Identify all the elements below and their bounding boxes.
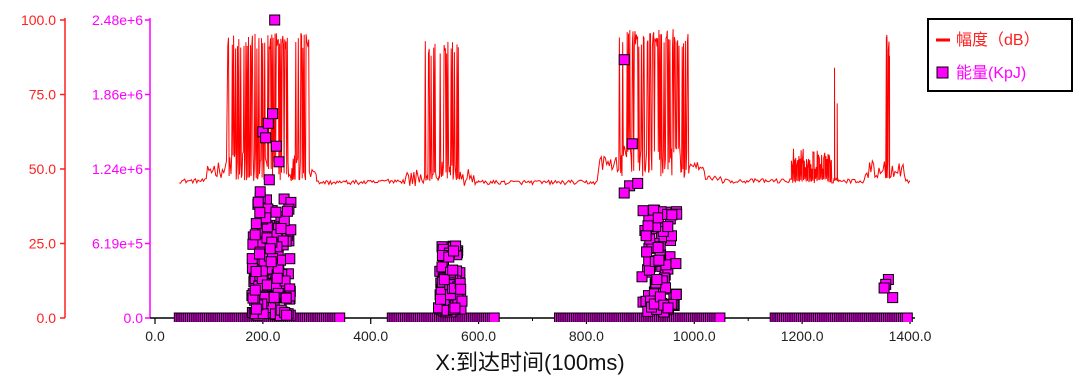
energy-point (249, 284, 261, 296)
energy-point (260, 132, 272, 144)
x-tick-label: 1200.0 (781, 328, 824, 344)
energy-point (250, 303, 262, 315)
energy-point (252, 196, 264, 208)
energy-point (640, 230, 652, 242)
energy-point (280, 292, 292, 304)
x-tick-label: 200.0 (245, 328, 280, 344)
energy-point (281, 205, 293, 217)
energy-point (268, 291, 280, 303)
energy-point (448, 245, 459, 257)
energy-point (275, 223, 287, 234)
energy-point-zero (334, 312, 346, 322)
energy-point (285, 224, 297, 236)
energy-point (261, 279, 273, 291)
right-y-axis: 0.0 6.19e+5 1.24e+6 1.86e+6 2.48e+6 (92, 12, 151, 326)
energy-point (269, 14, 281, 26)
energy-point (281, 309, 293, 321)
energy-point (270, 140, 282, 152)
energy-point (264, 243, 276, 255)
energy-point (651, 274, 663, 285)
right-tick-label: 0.0 (124, 310, 144, 326)
plot-area (173, 14, 913, 322)
energy-point-zero (714, 312, 726, 322)
energy-point (435, 293, 446, 305)
energy-point (636, 271, 648, 283)
legend-energy-label: 能量(KpJ) (956, 64, 1026, 82)
energy-point (662, 221, 674, 233)
energy-point (277, 235, 289, 247)
energy-point (254, 207, 266, 219)
energy-point (626, 138, 638, 150)
energy-point (653, 254, 665, 266)
right-tick-label: 2.48e+6 (92, 12, 143, 28)
energy-point (263, 174, 275, 186)
left-tick-label: 100.0 (21, 12, 56, 28)
legend-box (927, 18, 1073, 92)
energy-point (447, 264, 459, 276)
x-tick-label: 800.0 (569, 328, 604, 344)
energy-point (284, 253, 296, 265)
energy-series (173, 14, 913, 322)
left-tick-label: 25.0 (29, 236, 56, 252)
left-tick-label: 50.0 (29, 161, 56, 177)
energy-point (632, 177, 644, 189)
energy-point (250, 266, 262, 277)
energy-point (670, 289, 682, 300)
energy-point (878, 282, 890, 294)
legend-amplitude-label: 幅度（dB） (956, 31, 1040, 49)
legend-energy-swatch (936, 66, 949, 79)
energy-point (455, 283, 467, 295)
x-tick-label: 1000.0 (673, 328, 716, 344)
energy-point (670, 258, 682, 270)
energy-point (262, 117, 274, 129)
energy-point (618, 54, 630, 66)
x-axis-label: X:到达时间(100ms) (435, 350, 624, 375)
energy-point (273, 156, 285, 168)
amplitude-series (179, 29, 911, 187)
energy-point (254, 186, 266, 198)
energy-point (449, 302, 461, 314)
energy-point (666, 209, 678, 221)
energy-point (642, 220, 654, 232)
energy-point (250, 218, 262, 230)
x-tick-label: 0.0 (145, 328, 165, 344)
energy-point (271, 272, 283, 284)
energy-point (887, 292, 899, 304)
left-tick-label: 0.0 (37, 310, 57, 326)
legend: 幅度（dB） 能量(KpJ) (927, 18, 1073, 92)
energy-point (652, 212, 664, 224)
energy-point (265, 256, 277, 268)
energy-point (641, 246, 653, 258)
energy-point (456, 295, 468, 307)
energy-point (254, 248, 265, 260)
energy-point (662, 302, 674, 314)
energy-point-zero (488, 312, 500, 322)
energy-point (637, 205, 649, 217)
right-tick-label: 6.19e+5 (92, 236, 143, 252)
energy-point (438, 274, 450, 286)
energy-point (652, 242, 664, 253)
x-tick-label: 600.0 (461, 328, 496, 344)
right-tick-label: 1.86e+6 (92, 87, 143, 103)
right-tick-label: 1.24e+6 (92, 161, 143, 177)
left-tick-label: 75.0 (29, 87, 56, 103)
energy-point (249, 229, 261, 241)
energy-point (270, 206, 282, 218)
energy-point (618, 187, 630, 199)
x-tick-label: 1400.0 (889, 328, 932, 344)
amplitude-line (179, 29, 911, 187)
energy-point-zero (901, 312, 913, 322)
left-y-axis: 0.0 25.0 50.0 75.0 100.0 (21, 12, 66, 326)
energy-point (267, 108, 279, 120)
x-tick-label: 400.0 (353, 328, 388, 344)
